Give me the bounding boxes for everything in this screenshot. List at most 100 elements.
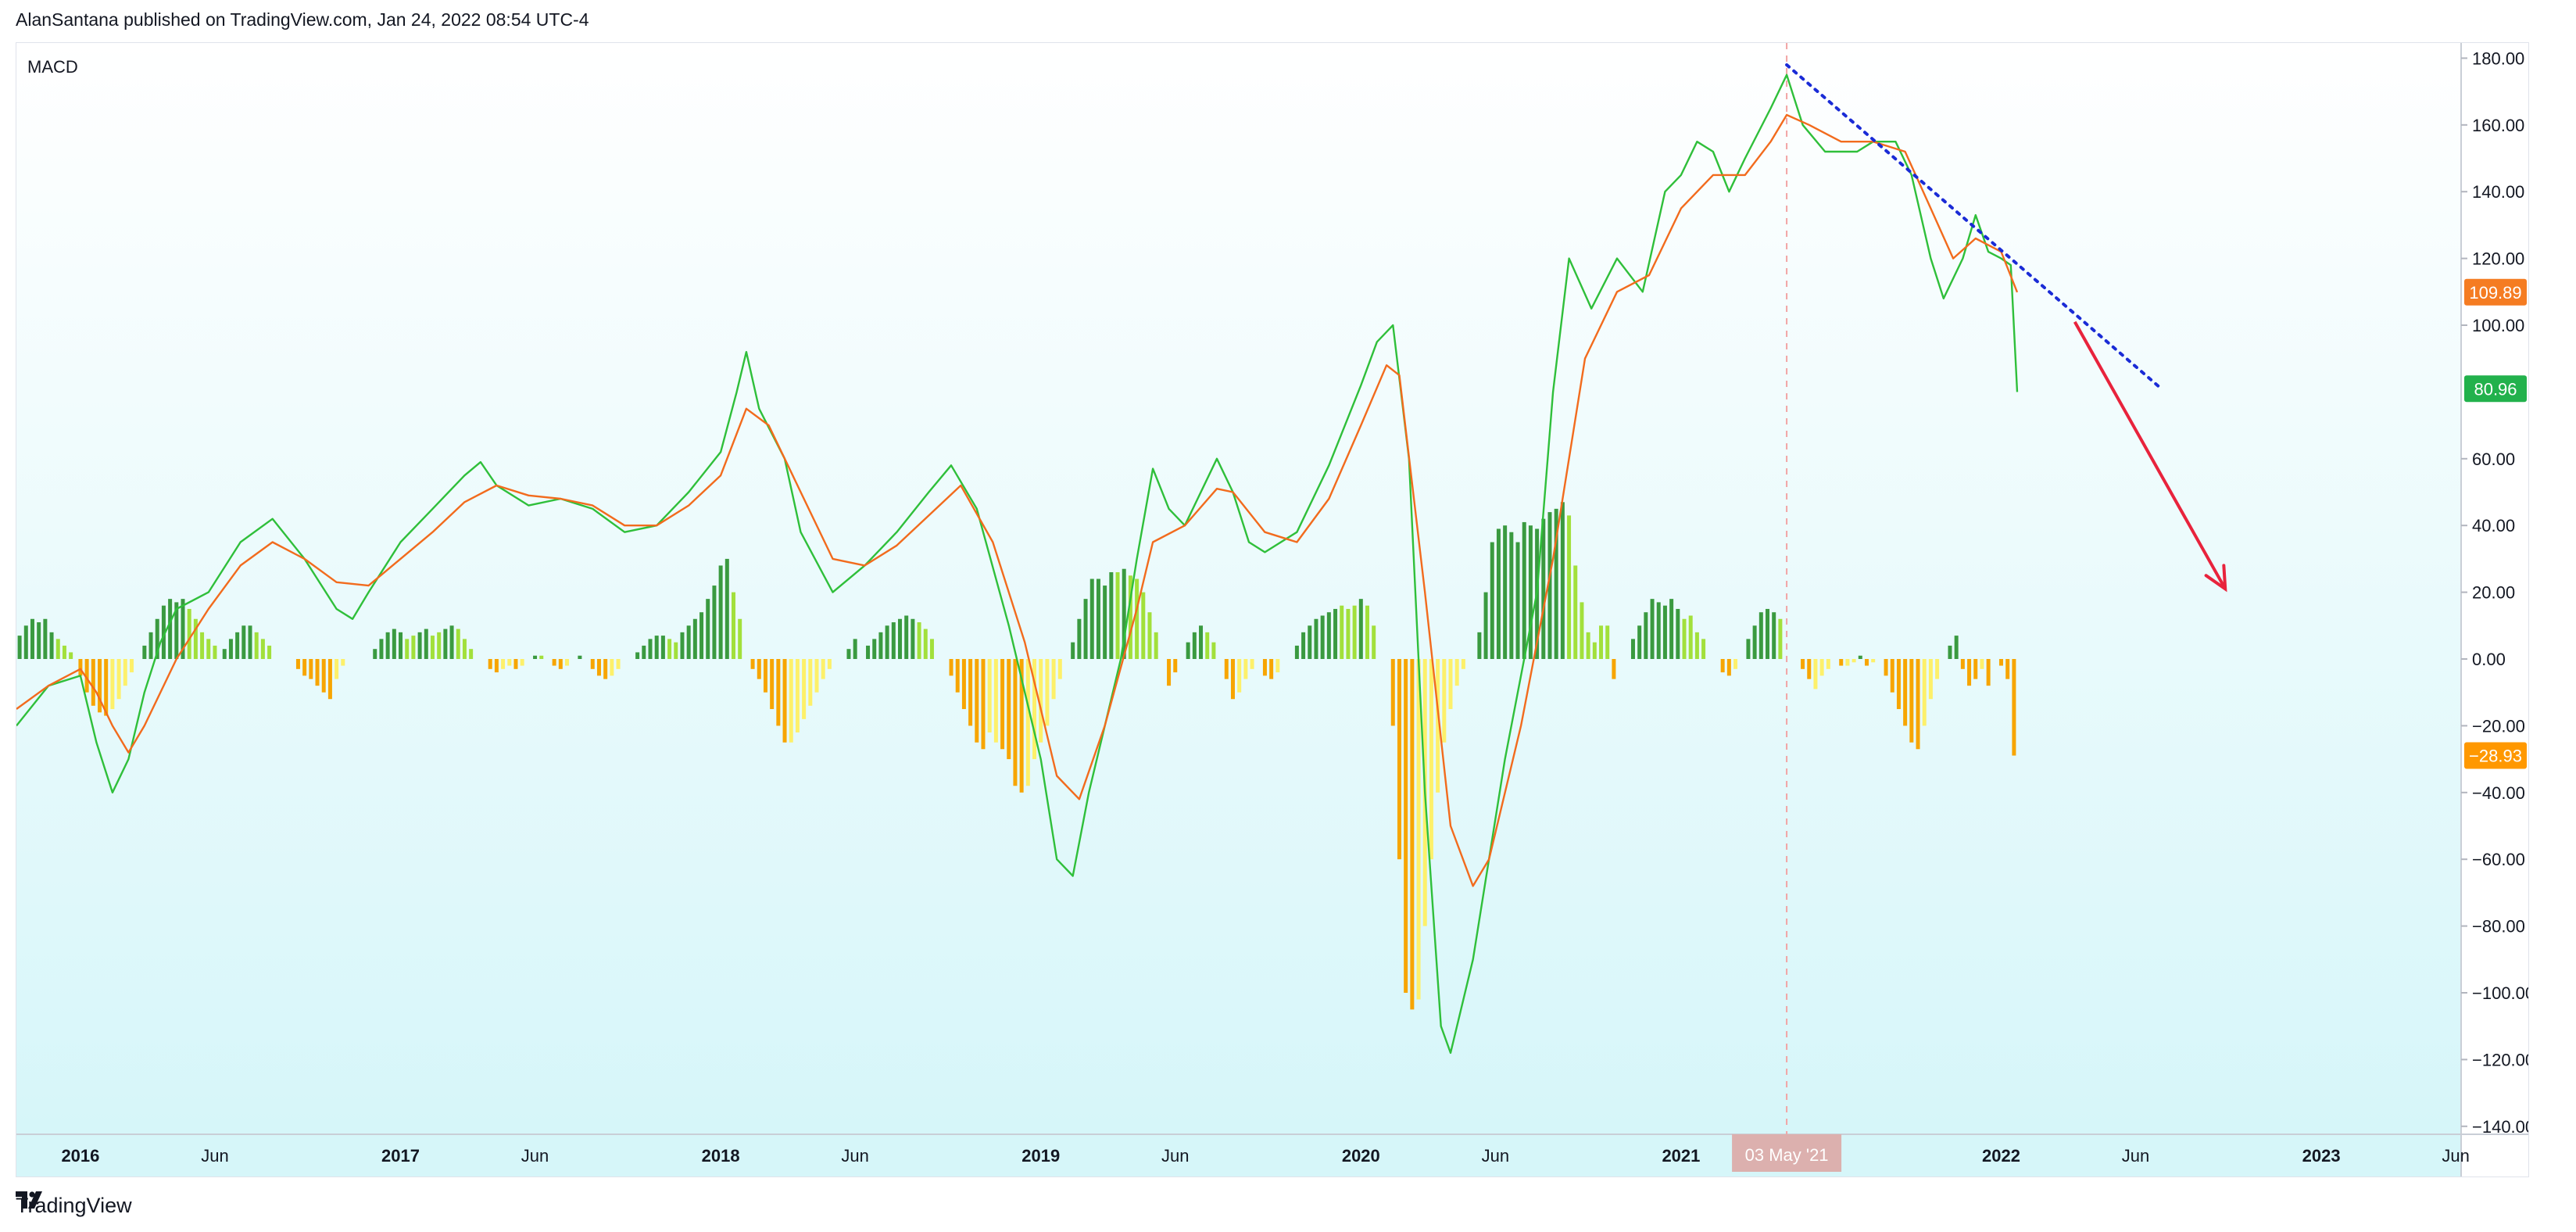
histogram-bar-33 [242, 625, 246, 659]
histogram-bar-73 [578, 655, 582, 659]
histogram-bar-179 [1358, 599, 1363, 659]
dotted-trendline[interactable] [1785, 63, 2163, 391]
histogram-bar-15 [116, 659, 121, 700]
histogram-bar-196 [1490, 542, 1494, 659]
histogram-bar-85 [674, 642, 678, 659]
histogram-bars [17, 502, 2016, 1010]
histogram-bar-178 [1352, 605, 1357, 659]
histogram-bar-220 [1656, 602, 1661, 659]
y-axis[interactable]: 180.00 160.00 140.00 120.00 100.00 60.00 40.00… [2461, 48, 2529, 1137]
x-tick-label-3: Jun [521, 1146, 549, 1166]
histogram-bar-158 [1199, 625, 1204, 659]
histogram-bar-63 [494, 659, 499, 673]
histogram-bar-122 [949, 659, 953, 676]
histogram-bar-249 [1890, 659, 1894, 693]
histogram-bar-124 [961, 659, 966, 710]
histogram-bar-31 [228, 639, 233, 659]
histogram-bar-168 [1275, 659, 1280, 673]
histogram-bar-39 [302, 659, 307, 676]
histogram-bar-219 [1650, 599, 1655, 659]
histogram-bar-7 [62, 645, 66, 659]
histogram-bar-55 [430, 636, 435, 659]
histogram-bar-84 [667, 639, 672, 659]
histogram-bar-174 [1326, 612, 1331, 659]
histogram-bar-248 [1884, 659, 1888, 676]
histogram-bar-101 [782, 659, 787, 743]
histogram-bar-3 [37, 622, 41, 659]
histogram-bar-265 [2005, 659, 2010, 679]
histogram-bar-112 [872, 639, 877, 659]
histogram-bar-38 [295, 659, 300, 669]
x-tick-label-14: 2023 [2302, 1146, 2341, 1166]
histogram-bar-140 [1071, 642, 1075, 659]
arrow-head[interactable] [2204, 564, 2227, 593]
macd-chart[interactable]: 180.00 160.00 140.00 120.00 100.00 60.00 40.00… [16, 42, 2529, 1177]
histogram-bar-266 [2012, 659, 2016, 756]
histogram-bar-123 [955, 659, 960, 693]
histogram-bar-205 [1547, 512, 1552, 659]
histogram-bar-44 [335, 659, 339, 679]
histogram-bar-139 [1057, 659, 1062, 679]
histogram-bar-53 [417, 632, 422, 659]
histogram-bar-216 [1630, 639, 1635, 659]
histogram-bar-218 [1644, 612, 1648, 659]
histogram-bar-13 [104, 659, 109, 716]
histogram-bar-88 [692, 618, 697, 659]
last-value-label-2: −28.93 [2469, 747, 2522, 766]
histogram-bar-180 [1365, 605, 1370, 659]
histogram-bar-211 [1586, 632, 1590, 659]
time-axis-background [16, 1134, 2461, 1176]
histogram-bar-29 [213, 645, 217, 659]
histogram-bar-0 [17, 636, 22, 659]
histogram-bar-199 [1509, 532, 1514, 659]
histogram-bar-255 [1928, 659, 1933, 700]
histogram-bar-236 [1778, 618, 1783, 659]
histogram-bar-115 [891, 622, 896, 659]
histogram-bar-169 [1294, 645, 1299, 659]
histogram-bar-206 [1554, 508, 1558, 659]
x-axis[interactable]: 2016 Jun 2017 Jun 2018 Jun 2019 Jun 2020 Jun 2021 J… [61, 1134, 2470, 1172]
histogram-bar-186 [1416, 659, 1421, 1000]
chart-svg[interactable]: 180.00 160.00 140.00 120.00 100.00 60.00 40.00… [16, 43, 2529, 1177]
histogram-bar-170 [1301, 632, 1306, 659]
histogram-bar-86 [680, 632, 685, 659]
histogram-bar-237 [1801, 659, 1805, 669]
x-tick-label-1: Jun [201, 1146, 228, 1166]
histogram-bar-227 [1701, 639, 1706, 659]
histogram-bar-70 [552, 659, 556, 666]
histogram-bar-181 [1372, 625, 1376, 659]
histogram-bar-245 [1858, 655, 1862, 659]
histogram-bar-20 [155, 618, 159, 659]
histogram-bar-138 [1051, 659, 1056, 700]
histogram-bar-258 [1954, 636, 1959, 659]
histogram-bar-176 [1340, 605, 1344, 659]
histogram-bar-47 [379, 639, 384, 659]
x-tick-label-8: 2020 [1342, 1146, 1380, 1166]
y-tick-label-12: −80.00 [2472, 917, 2525, 937]
histogram-bar-225 [1688, 615, 1693, 659]
histogram-bar-127 [981, 659, 986, 750]
y-tick-label-13: −100.00 [2472, 983, 2529, 1003]
histogram-bar-253 [1916, 659, 1920, 750]
histogram-bar-61 [469, 649, 474, 659]
y-tick-label-15: −140.00 [2472, 1117, 2529, 1137]
histogram-bar-256 [1935, 659, 1940, 679]
histogram-bar-98 [763, 659, 767, 693]
histogram-bar-232 [1752, 625, 1757, 659]
histogram-bar-182 [1390, 659, 1395, 726]
histogram-bar-160 [1211, 642, 1216, 659]
histogram-bar-50 [399, 632, 403, 659]
publish-info: AlanSantana published on TradingView.com… [16, 9, 589, 30]
x-tick-label-10: 2021 [1662, 1146, 1700, 1166]
histogram-bar-263 [1986, 659, 1991, 686]
histogram-bar-149 [1128, 575, 1132, 659]
arrow-shaft[interactable] [2073, 321, 2227, 590]
histogram-bar-36 [260, 639, 265, 659]
histogram-bar-171 [1308, 625, 1312, 659]
histogram-bar-159 [1205, 632, 1210, 659]
histogram-bar-49 [392, 629, 396, 659]
histogram-bar-161 [1224, 659, 1229, 679]
x-tick-label-7: Jun [1161, 1146, 1189, 1166]
tradingview-logo-icon [16, 1191, 42, 1209]
histogram-bar-228 [1720, 659, 1725, 673]
